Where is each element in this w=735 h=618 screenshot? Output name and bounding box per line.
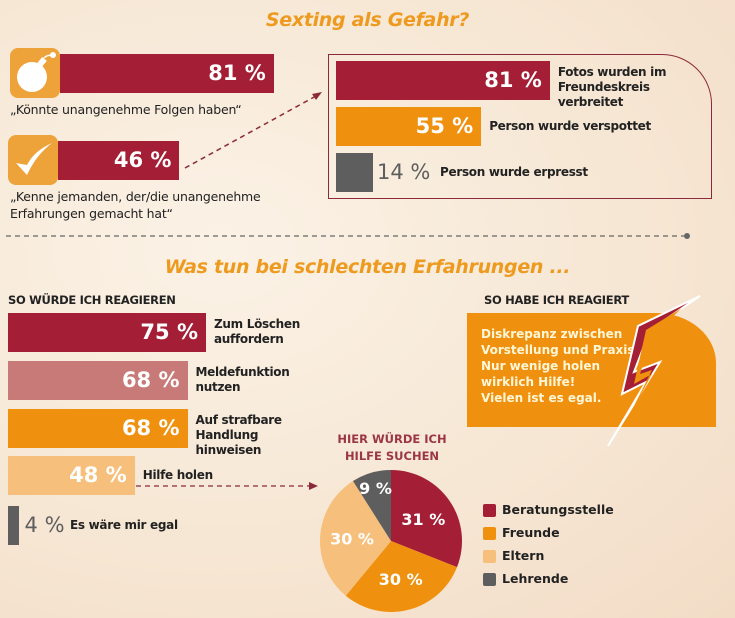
bar-value-label: 14 % [376, 160, 431, 184]
pie-slice-label: 9 % [359, 479, 392, 498]
bar: 55 % [336, 107, 482, 146]
legend-swatch [483, 527, 496, 540]
pie-title-line: HILFE SUCHEN [344, 449, 440, 463]
bar: 68 % [8, 361, 188, 400]
legend-label: Freunde [502, 525, 560, 540]
pie-slice [391, 470, 462, 568]
legend-label: Beratungsstelle [502, 502, 614, 517]
legend-label: Eltern [502, 548, 545, 563]
would-react-heading: SO WÜRDE ICH REAGIEREN [8, 293, 176, 307]
legend-swatch [483, 573, 496, 586]
bar-category-label: Auf strafbare Handlung hinweisen [195, 413, 283, 457]
legend-swatch [483, 550, 496, 563]
did-react-line: Vielen ist es egal. [481, 391, 602, 405]
pie-slice-label: 30 % [330, 530, 374, 549]
did-react-line: wirklich Hilfe! [481, 375, 576, 389]
bottom-title: Was tun bei schlechten Erfahrungen ... [164, 256, 571, 278]
pie-title: HIER WÜRDE ICH HILFE SUCHEN [330, 431, 454, 465]
bar: 75 % [8, 313, 206, 352]
bomb-icon [10, 48, 60, 98]
pie-slice [320, 481, 391, 596]
did-react-line: Nur wenige holen [481, 359, 601, 373]
arrowhead-icon [309, 482, 318, 490]
dashed-arrow-icon [184, 95, 317, 169]
bar: 68 % [8, 409, 188, 448]
legend-item: Freunde [483, 526, 560, 540]
bar-category-label: Person wurde erpresst [440, 165, 588, 179]
legend-item: Eltern [483, 549, 544, 563]
pie-slice [345, 541, 458, 612]
bar-category-label: Zum Löschen auffordern [214, 317, 300, 346]
bar [8, 506, 19, 545]
bar: 46 % [58, 141, 180, 180]
top-title: Sexting als Gefahr? [265, 9, 470, 31]
bar-category-label: Person wurde verspottet [489, 119, 651, 133]
bar-category-label: Fotos wurden im Freundeskreis verbreitet [557, 65, 667, 109]
legend-item: Lehrende [483, 572, 568, 586]
caption-consequences: „Könnte unangenehme Folgen haben“ [10, 102, 242, 117]
pie-slice-label: 30 % [379, 570, 423, 589]
pie-slice-label: 31 % [401, 510, 445, 529]
bar [336, 153, 373, 192]
pie-title-line: HIER WÜRDE ICH [337, 432, 447, 446]
consequences-frame [328, 54, 712, 199]
pie-chart: 31 % 30 % 30 % 9 % [320, 470, 462, 612]
lightning-icon [607, 295, 701, 447]
legend-item: Beratungsstelle [483, 503, 614, 517]
did-react-line: Diskrepanz zwischen [481, 327, 623, 341]
bar-category-label: Hilfe holen [142, 468, 213, 482]
divider-dot-icon [684, 233, 690, 239]
bar-category-label: Es wäre mir egal [70, 518, 178, 532]
arrowhead-icon [312, 92, 322, 100]
bar-value-label: 4 % [24, 513, 65, 537]
bar-category-label: Meldefunktion nutzen [195, 365, 290, 394]
caption-know-someone: „Kenne jemanden, der/die unangenehme Erf… [10, 189, 261, 221]
legend-label: Lehrende [502, 571, 569, 586]
did-react-box: Diskrepanz zwischen Vorstellung und Prax… [467, 313, 716, 427]
did-react-heading: SO HABE ICH REAGIERT [484, 293, 629, 307]
bar: 48 % [8, 456, 135, 495]
bar: 81 % [336, 61, 550, 100]
legend-swatch [483, 504, 496, 517]
checkmark-icon [8, 135, 58, 185]
bar: 81 % [60, 54, 274, 93]
did-react-line: Vorstellung und Praxis: [481, 343, 640, 357]
pie-slice [352, 470, 391, 541]
